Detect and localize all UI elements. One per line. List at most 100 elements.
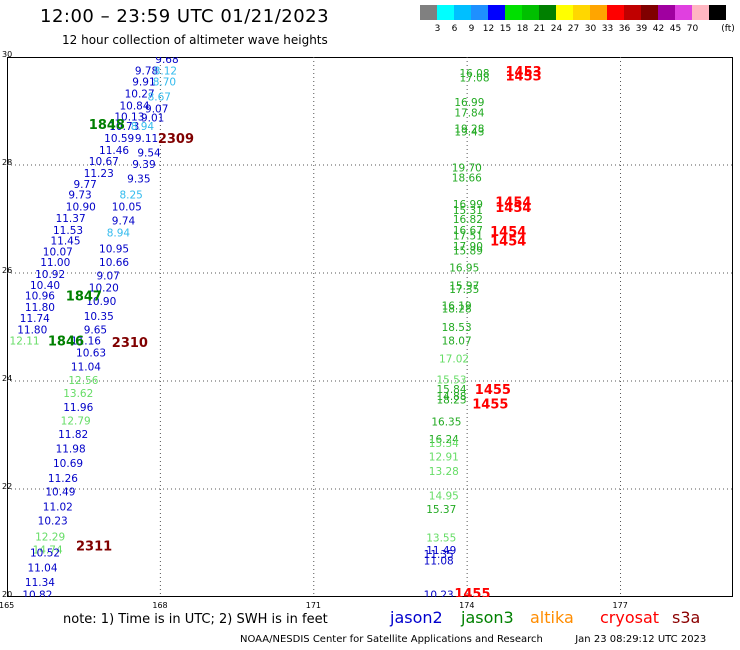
color-swatch xyxy=(437,5,454,20)
color-swatch xyxy=(522,5,539,20)
wave-height-label: 15.89 xyxy=(453,245,483,257)
wave-height-label: 14.95 xyxy=(429,490,459,502)
longitude-tick-label: 168 xyxy=(152,601,168,610)
credit-text: NOAA/NESDIS Center for Satellite Applica… xyxy=(240,634,543,645)
wave-height-label: 18.07 xyxy=(442,336,472,348)
color-swatch xyxy=(624,5,641,20)
color-scale-label: 15 xyxy=(499,24,512,34)
wave-height-label: 16.95 xyxy=(449,263,479,275)
wave-height-label: 14.88 xyxy=(436,391,466,403)
wave-height-label: 18.66 xyxy=(452,172,482,184)
color-swatch xyxy=(675,5,692,20)
wave-height-label: 10.90 xyxy=(86,296,116,308)
color-scale-label: 30 xyxy=(584,24,597,34)
wave-height-label: 10.20 xyxy=(89,283,119,295)
wave-height-label: 10.23 xyxy=(424,589,454,597)
wave-height-label: 11.02 xyxy=(43,501,73,513)
wave-height-label: 10.35 xyxy=(84,311,114,323)
wave-height-label: 11.49 xyxy=(426,545,456,557)
latitude-tick-label: 22 xyxy=(2,482,13,491)
color-swatch xyxy=(641,5,658,20)
wave-height-label: 10.63 xyxy=(76,347,106,359)
wave-height-label: 10.90 xyxy=(66,202,96,214)
latitude-tick-label: 24 xyxy=(2,374,13,383)
color-swatch xyxy=(573,5,590,20)
wave-height-label: 10.27 xyxy=(125,89,155,101)
wave-height-label: 10.92 xyxy=(35,269,65,281)
pass-id-label: 1453 xyxy=(505,65,541,80)
satellite-cryosat: cryosat xyxy=(600,608,660,627)
color-swatch xyxy=(590,5,607,20)
wave-height-label: 12.56 xyxy=(68,375,98,387)
pass-id-label: 2311 xyxy=(76,540,112,555)
wave-height-label: 10.66 xyxy=(99,257,129,269)
wave-height-label: 11.34 xyxy=(25,577,55,589)
wave-height-label: 18.28 xyxy=(442,304,472,316)
longitude-tick-label: 174 xyxy=(459,601,475,610)
wave-height-label: 15.37 xyxy=(426,504,456,516)
wave-height-label: 12.91 xyxy=(429,452,459,464)
wave-height-label: 10.96 xyxy=(25,291,55,303)
longitude-tick-label: 165 xyxy=(0,601,15,610)
pass-id-label: 1453 xyxy=(505,69,541,84)
satellite-jason3: jason3 xyxy=(461,608,514,627)
color-scale-label: 21 xyxy=(533,24,546,34)
color-swatch xyxy=(607,5,624,20)
graticule xyxy=(7,57,733,597)
pass-id-label: 1454 xyxy=(490,225,526,240)
color-swatch xyxy=(488,5,505,20)
wave-height-label: 10.84 xyxy=(119,101,149,113)
wave-height-label: 10.73 xyxy=(109,121,139,133)
wave-height-label: 11.53 xyxy=(53,225,83,237)
wave-height-label: 9.35 xyxy=(127,174,150,186)
wave-height-label: 9.07 xyxy=(145,103,168,115)
wave-height-label: 15.31 xyxy=(453,205,483,217)
wave-height-label: 11.16 xyxy=(71,336,101,348)
color-scale-unit: (ft) xyxy=(721,24,735,34)
wave-height-label: 15.84 xyxy=(436,384,466,396)
wave-height-label: 9.77 xyxy=(73,179,96,191)
wave-height-label: 19.70 xyxy=(452,163,482,175)
wave-height-label: 11.04 xyxy=(71,361,101,373)
wave-height-label: 10.67 xyxy=(89,156,119,168)
wave-height-label: 13.62 xyxy=(63,388,93,400)
color-scale-label: 39 xyxy=(635,24,648,34)
wave-height-label: 13.55 xyxy=(426,533,456,545)
wave-height-label: 11.96 xyxy=(63,402,93,414)
wave-height-label: 9.11 xyxy=(135,133,158,145)
wave-height-label: 8.67 xyxy=(148,91,171,103)
wave-height-label: 9.01 xyxy=(141,112,164,124)
wave-height-label: 15.34 xyxy=(429,438,459,450)
wave-height-label: 11.45 xyxy=(50,236,80,248)
wave-height-label: 17.02 xyxy=(439,353,469,365)
wave-height-label: 11.80 xyxy=(17,325,47,337)
color-swatch xyxy=(709,5,726,20)
wave-height-label: 9.07 xyxy=(96,271,119,283)
pass-id-label: 1454 xyxy=(495,201,531,216)
wave-height-label: 16.35 xyxy=(431,417,461,429)
wave-height-label: 11.98 xyxy=(56,444,86,456)
wave-height-label: 17.90 xyxy=(453,241,483,253)
wave-height-label: 10.82 xyxy=(22,589,52,597)
wave-height-label: 11.74 xyxy=(20,313,50,325)
wave-height-label: 11.26 xyxy=(48,473,78,485)
wave-height-label: 17.51 xyxy=(453,231,483,243)
map-title: 12:00 – 23:59 UTC 01/21/2023 xyxy=(40,6,330,27)
wave-height-label: 11.46 xyxy=(99,145,129,157)
wave-height-label: 11.82 xyxy=(58,429,88,441)
wave-height-label: 9.78 xyxy=(135,66,158,78)
color-scale-label: 42 xyxy=(652,24,665,34)
color-swatch xyxy=(692,5,709,20)
color-scale-label: 70 xyxy=(686,24,699,34)
color-scale-label: 24 xyxy=(550,24,563,34)
color-swatch xyxy=(454,5,471,20)
wave-height-label: 11.00 xyxy=(40,257,70,269)
wave-height-label: 8.12 xyxy=(154,66,177,78)
color-swatch xyxy=(539,5,556,20)
color-swatch xyxy=(471,5,488,20)
pass-id-label: 1455 xyxy=(472,398,508,413)
wave-height-label: 10.69 xyxy=(53,458,83,470)
wave-height-label: 10.40 xyxy=(30,280,60,292)
wave-height-label: 10.49 xyxy=(45,487,75,499)
